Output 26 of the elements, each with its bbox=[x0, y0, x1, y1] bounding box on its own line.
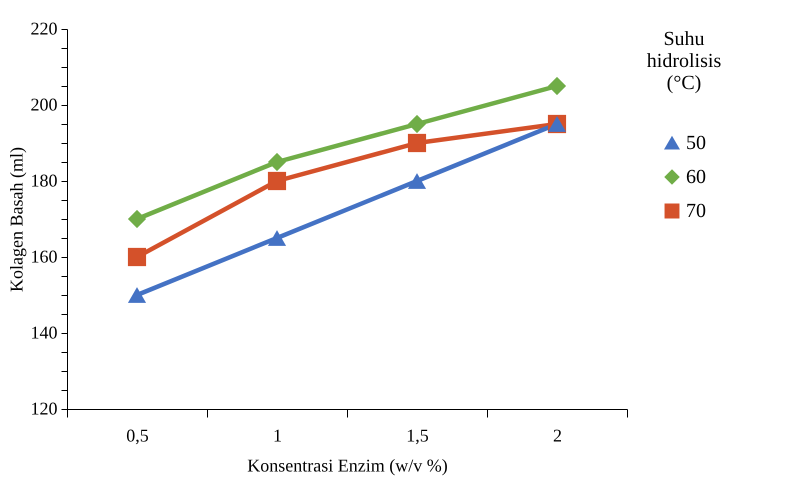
legend-label: 60 bbox=[686, 166, 706, 188]
y-tick-label: 160 bbox=[30, 246, 58, 266]
point bbox=[128, 248, 146, 266]
y-tick-label: 180 bbox=[30, 170, 58, 190]
point bbox=[548, 76, 566, 96]
point bbox=[408, 114, 426, 134]
y-axis-title: Kolagen Basah (ml) bbox=[6, 147, 26, 292]
point bbox=[268, 230, 286, 246]
point bbox=[408, 173, 426, 189]
point bbox=[128, 287, 146, 303]
x-tick-label: 1 bbox=[273, 426, 282, 446]
point bbox=[408, 134, 426, 152]
y-tick-label: 120 bbox=[30, 398, 58, 418]
legend-label: 70 bbox=[686, 200, 706, 222]
x-axis-title: Konsentrasi Enzim (w/v %) bbox=[247, 456, 448, 476]
x-tick-label: 2 bbox=[553, 426, 562, 446]
point bbox=[268, 172, 286, 190]
x-tick-label: 0,5 bbox=[126, 426, 149, 446]
y-tick-label: 220 bbox=[30, 18, 58, 38]
y-tick-label: 200 bbox=[30, 94, 58, 114]
point bbox=[128, 210, 146, 228]
legend-title: Suhu hidrolisis (°C) bbox=[646, 28, 722, 94]
y-tick-label: 140 bbox=[30, 322, 58, 342]
point bbox=[268, 152, 286, 172]
legend-label: 50 bbox=[686, 132, 706, 154]
x-tick-label: 1,5 bbox=[406, 426, 429, 446]
